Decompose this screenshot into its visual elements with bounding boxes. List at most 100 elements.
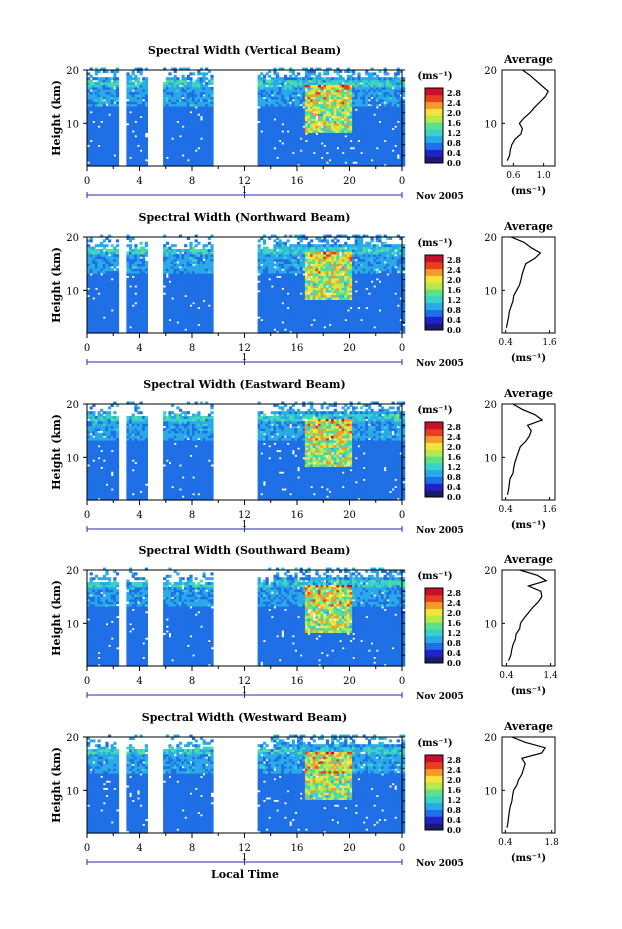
- heatmap-cell: [136, 94, 141, 97]
- heatmap-cell: [129, 91, 133, 95]
- heatmap-cell: [92, 108, 96, 112]
- heatmap-cell: [131, 72, 135, 76]
- heatmap-cell: [199, 72, 204, 76]
- heatmap-cell: [92, 84, 96, 88]
- heatmap-cell: [136, 127, 141, 131]
- heatmap-cell: [115, 149, 120, 153]
- heatmap-cell: [207, 142, 211, 145]
- heatmap-cell: [134, 244, 138, 248]
- heatmap-cell: [194, 108, 198, 112]
- heatmap-cell: [139, 98, 143, 102]
- heatmap-cell: [136, 89, 141, 93]
- heatmap-cell: [207, 101, 211, 105]
- heatmap-cell: [165, 134, 169, 138]
- heatmap-cell: [94, 77, 99, 81]
- heatmap-cell: [184, 94, 188, 97]
- heatmap-cell: [108, 106, 112, 109]
- heatmap-cell: [205, 122, 209, 126]
- heatmap-cell: [265, 115, 269, 119]
- heatmap-cell: [186, 103, 190, 107]
- heatmap-cell: [202, 86, 206, 90]
- heatmap-cell: [129, 98, 133, 102]
- heatmap-cell: [262, 77, 267, 81]
- heatmap-cell: [260, 96, 264, 100]
- heatmap-cell: [144, 86, 148, 90]
- heatmap-cell: [131, 137, 135, 141]
- heatmap-cell: [126, 137, 130, 141]
- heatmap-cell: [102, 67, 106, 71]
- heatmap-cell: [142, 132, 146, 136]
- heatmap-cell: [97, 149, 101, 153]
- heatmap-cell: [262, 84, 267, 88]
- heatmap-cell: [134, 110, 138, 114]
- heatmap-cell: [268, 113, 272, 117]
- heatmap-cell: [100, 122, 104, 126]
- heatmap-cell: [171, 158, 175, 162]
- heatmap-cell: [257, 108, 261, 112]
- heatmap-cell: [105, 122, 109, 126]
- heatmap-cell: [87, 134, 91, 138]
- heatmap-cell: [168, 122, 172, 126]
- heatmap-cell: [168, 158, 172, 162]
- heatmap-cell: [273, 120, 277, 124]
- heatmap-cell: [189, 158, 193, 162]
- heatmap-cell: [268, 154, 272, 157]
- heatmap-cell: [171, 132, 175, 136]
- heatmap-cell: [257, 156, 261, 160]
- heatmap-cell: [89, 130, 93, 133]
- heatmap-cell: [186, 156, 190, 160]
- heatmap-cell: [265, 96, 269, 100]
- heatmap-cell: [126, 96, 130, 100]
- heatmap-cell: [136, 139, 141, 143]
- heatmap-cell: [268, 130, 272, 133]
- heatmap-cell: [273, 142, 277, 145]
- heatmap-cell: [92, 101, 96, 105]
- heatmap-cell: [126, 79, 130, 83]
- heatmap-cell: [270, 110, 274, 114]
- heatmap-cell: [134, 127, 138, 131]
- heatmap-cell: [142, 108, 146, 112]
- heatmap-cell: [100, 96, 104, 100]
- heatmap-cell: [142, 127, 146, 131]
- heatmap-cell: [139, 72, 143, 76]
- heatmap-cell: [189, 142, 193, 145]
- heatmap-cell: [134, 151, 138, 155]
- heatmap-cell: [163, 127, 167, 131]
- heatmap-cell: [178, 142, 183, 145]
- heatmap-cell: [165, 158, 169, 162]
- heatmap-cell: [92, 113, 96, 117]
- heatmap-cell: [131, 144, 135, 148]
- heatmap-cell: [100, 161, 104, 165]
- heatmap-cell: [207, 106, 211, 109]
- heatmap-cell: [115, 239, 120, 243]
- heatmap-cell: [108, 86, 112, 90]
- heatmap-cell: [268, 127, 272, 131]
- heatmap-cell: [126, 120, 130, 124]
- heatmap-cell: [176, 113, 180, 117]
- heatmap-cell: [194, 86, 198, 90]
- heatmap-cell: [139, 130, 143, 133]
- heatmap-cell: [144, 249, 148, 252]
- heatmap-cell: [144, 122, 148, 126]
- heatmap-cell: [176, 89, 180, 93]
- colorbar-unit: (ms⁻¹): [417, 71, 452, 82]
- heatmap-cell: [142, 103, 146, 107]
- heatmap-cell: [102, 79, 106, 83]
- heatmap-cell: [171, 154, 175, 157]
- heatmap-cell: [276, 146, 280, 150]
- heatmap-cell: [202, 115, 206, 119]
- heatmap-cell: [144, 115, 148, 119]
- heatmap-cell: [257, 244, 261, 248]
- heatmap-cell: [102, 120, 106, 124]
- heatmap-cell: [186, 101, 190, 105]
- heatmap-cell: [262, 146, 267, 150]
- heatmap-cell: [129, 244, 133, 248]
- heatmap-cell: [94, 156, 99, 160]
- heatmap-cell: [189, 132, 193, 136]
- heatmap-cell: [89, 98, 93, 102]
- heatmap-cell: [276, 120, 280, 124]
- heatmap-cell: [129, 89, 133, 93]
- heatmap-cell: [176, 151, 180, 155]
- heatmap-cell: [207, 113, 211, 117]
- heatmap-cell: [205, 86, 209, 90]
